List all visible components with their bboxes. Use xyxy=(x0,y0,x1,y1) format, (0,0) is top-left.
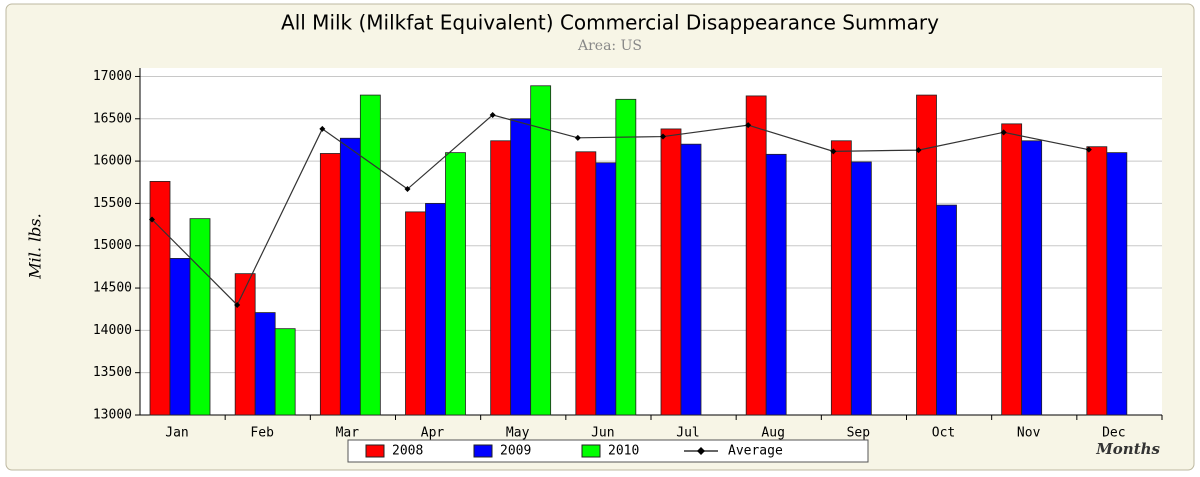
x-tick-label: Jun xyxy=(591,426,614,441)
legend-swatch xyxy=(473,444,493,458)
bar xyxy=(530,85,552,416)
y-tick-label: 14000 xyxy=(93,323,132,338)
bar xyxy=(850,161,872,416)
average-point xyxy=(319,125,326,132)
x-tick-label: Apr xyxy=(421,426,445,441)
bar xyxy=(189,218,211,416)
average-point xyxy=(404,186,411,193)
legend-label: Average xyxy=(728,444,783,459)
x-tick-label: May xyxy=(506,426,530,441)
average-point xyxy=(1085,146,1092,153)
bar xyxy=(745,95,767,416)
y-axis-label: Mil. lbs. xyxy=(26,213,45,279)
x-tick-label: Jan xyxy=(165,426,188,441)
x-tick-label: Sep xyxy=(847,426,871,441)
bar xyxy=(680,143,702,416)
legend-swatch xyxy=(365,444,385,458)
legend-label: 2010 xyxy=(608,444,639,459)
x-tick-label: Oct xyxy=(932,426,955,441)
bar xyxy=(405,211,426,416)
bar xyxy=(510,118,532,416)
bar xyxy=(830,140,852,416)
bar xyxy=(1001,123,1023,416)
bar xyxy=(359,94,381,416)
x-tick-label: Jul xyxy=(676,426,699,441)
y-tick-label: 16000 xyxy=(93,154,132,169)
bar xyxy=(615,98,637,416)
legend-marker xyxy=(697,447,705,455)
x-tick-label: Feb xyxy=(250,426,274,441)
average-point xyxy=(574,134,581,141)
bar xyxy=(425,203,446,416)
bar xyxy=(490,140,512,416)
bar xyxy=(660,128,682,416)
average-point xyxy=(489,111,496,118)
average-point xyxy=(234,301,241,308)
average-point xyxy=(830,148,837,155)
y-tick-label: 15000 xyxy=(93,238,132,253)
chart-subtitle: Area: US xyxy=(577,38,642,54)
legend-swatch xyxy=(581,444,601,458)
legend-label: 2008 xyxy=(392,444,423,459)
y-tick-label: 13000 xyxy=(93,408,132,423)
bar xyxy=(319,153,341,416)
bar xyxy=(254,312,276,416)
x-axis-label: Months xyxy=(1095,440,1160,458)
y-tick-label: 15500 xyxy=(93,196,132,211)
x-tick-label: Aug xyxy=(761,426,784,441)
average-point xyxy=(1000,129,1007,136)
average-point xyxy=(915,147,922,154)
bar xyxy=(1086,146,1108,416)
bar xyxy=(149,181,171,416)
y-tick-label: 13500 xyxy=(93,365,132,380)
average-line xyxy=(151,114,1089,306)
average-point xyxy=(745,122,752,129)
bar xyxy=(1106,152,1128,416)
y-tick-label: 17000 xyxy=(93,69,132,84)
average-point xyxy=(149,216,155,223)
bar xyxy=(445,152,466,416)
y-tick-label: 14500 xyxy=(93,281,132,296)
y-tick-label: 16500 xyxy=(93,111,132,126)
bar xyxy=(1021,140,1043,416)
bar xyxy=(575,151,597,416)
bar xyxy=(169,258,191,416)
chart-title: All Milk (Milkfat Equivalent) Commercial… xyxy=(281,11,939,35)
bar xyxy=(339,137,361,416)
average-point xyxy=(660,133,666,140)
bar xyxy=(234,273,256,416)
bar xyxy=(595,162,617,416)
bar xyxy=(916,94,937,416)
x-tick-label: Dec xyxy=(1102,426,1125,441)
bar xyxy=(765,153,787,416)
plot-area xyxy=(140,68,1162,415)
legend-label: 2009 xyxy=(500,444,531,459)
bar xyxy=(274,328,296,416)
bar xyxy=(936,204,957,416)
x-tick-label: Mar xyxy=(336,426,360,441)
x-tick-label: Nov xyxy=(1017,426,1041,441)
